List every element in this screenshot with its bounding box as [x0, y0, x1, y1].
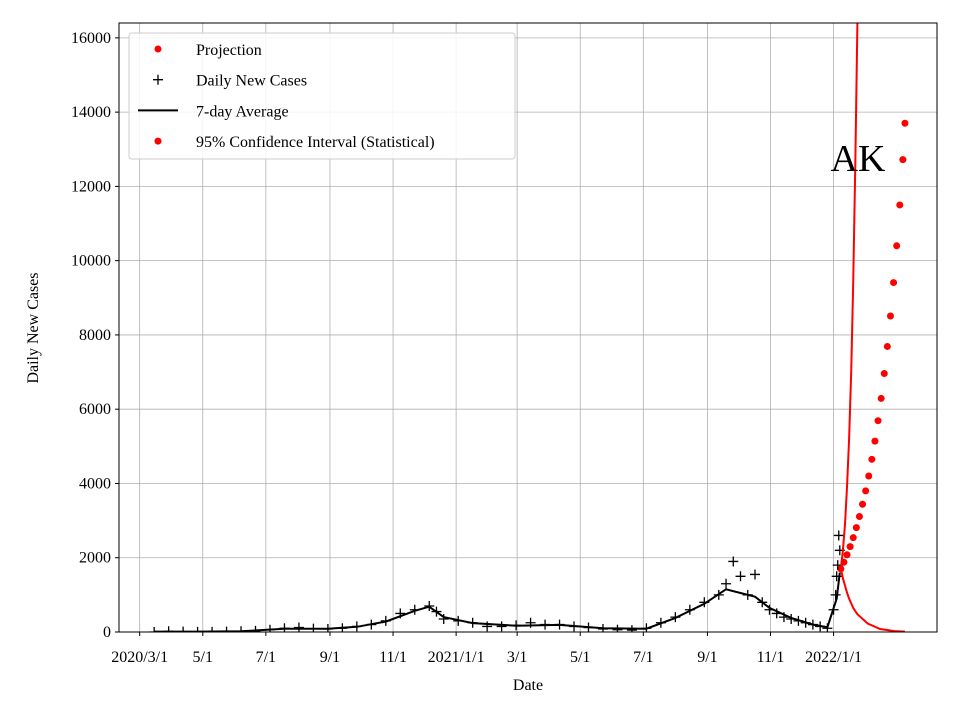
x-tick-label: 3/1 — [507, 649, 527, 666]
projection-dot — [880, 370, 888, 378]
case-marker — [612, 624, 623, 632]
case-marker — [728, 556, 739, 567]
projection-dot — [846, 543, 854, 551]
case-marker — [626, 625, 637, 632]
case-marker — [496, 621, 507, 632]
projection-dot — [901, 119, 909, 127]
plot-frame — [118, 22, 938, 633]
x-axis-label: Date — [513, 677, 543, 694]
projection-dot — [859, 500, 867, 508]
legend-label: 95% Confidence Interval (Statistical) — [196, 134, 435, 151]
ci-lower-line — [839, 568, 905, 632]
y-tick-label: 16000 — [71, 30, 111, 47]
x-tick-label: 9/1 — [320, 649, 340, 666]
projection-dot — [883, 342, 891, 350]
projection-dot — [865, 472, 873, 480]
case-marker — [721, 578, 732, 589]
projection-dot — [877, 394, 885, 402]
y-tick-label: 2000 — [79, 550, 111, 567]
y-tick-label: 12000 — [71, 178, 111, 195]
projection-dot — [893, 242, 901, 250]
y-axis-label: Daily New Cases — [25, 272, 42, 383]
projection-dot — [886, 312, 894, 320]
x-tick-label: 11/1 — [379, 649, 407, 666]
y-tick-label: 4000 — [79, 475, 111, 492]
y-tick-label: 10000 — [71, 253, 111, 270]
projection-dot — [890, 279, 898, 287]
annotation: AK — [831, 138, 886, 180]
x-tick-label: 2022/1/1 — [805, 649, 862, 666]
case-marker — [833, 530, 844, 541]
projection-dot — [899, 156, 907, 164]
legend-marker — [154, 45, 162, 53]
case-marker — [749, 569, 760, 580]
projection-dot — [871, 437, 879, 445]
projection-dot — [874, 417, 882, 425]
y-tick-label: 6000 — [79, 401, 111, 418]
x-tick-label: 9/1 — [697, 649, 717, 666]
case-marker — [293, 622, 304, 632]
ci-upper-line — [839, 23, 859, 570]
plot-area — [149, 23, 909, 632]
projection-dot — [896, 201, 904, 209]
x-tick-label: 5/1 — [570, 649, 590, 666]
y-tick-label: 0 — [103, 624, 111, 641]
projection-dot — [852, 524, 860, 532]
x-tick-label: 11/1 — [757, 649, 785, 666]
legend-label: 7-day Average — [196, 103, 289, 120]
y-tick-label: 14000 — [71, 104, 111, 121]
legend-label: Daily New Cases — [196, 73, 307, 90]
x-tick-label: 2020/3/1 — [111, 649, 168, 666]
legend-marker — [154, 137, 162, 145]
x-tick-label: 7/1 — [633, 649, 653, 666]
legend-label: Projection — [196, 42, 262, 59]
case-marker — [735, 571, 746, 582]
legend-marker — [153, 74, 163, 85]
legend-box — [128, 32, 516, 160]
case-marker — [438, 614, 449, 625]
x-tick-label: 7/1 — [256, 649, 276, 666]
case-marker — [149, 627, 160, 632]
projection-dot — [868, 455, 876, 463]
projection-dot — [855, 513, 863, 521]
x-tick-label: 5/1 — [193, 649, 213, 666]
legend: Projection Daily New Cases 7-day Average 95… — [128, 32, 516, 160]
average-line — [154, 572, 841, 632]
x-tick-label: 2021/1/1 — [428, 649, 485, 666]
projection-dot — [862, 487, 870, 495]
projection-dot — [849, 534, 857, 542]
projection-dot — [843, 551, 851, 559]
case-marker — [830, 589, 841, 600]
y-tick-label: 8000 — [79, 327, 111, 344]
